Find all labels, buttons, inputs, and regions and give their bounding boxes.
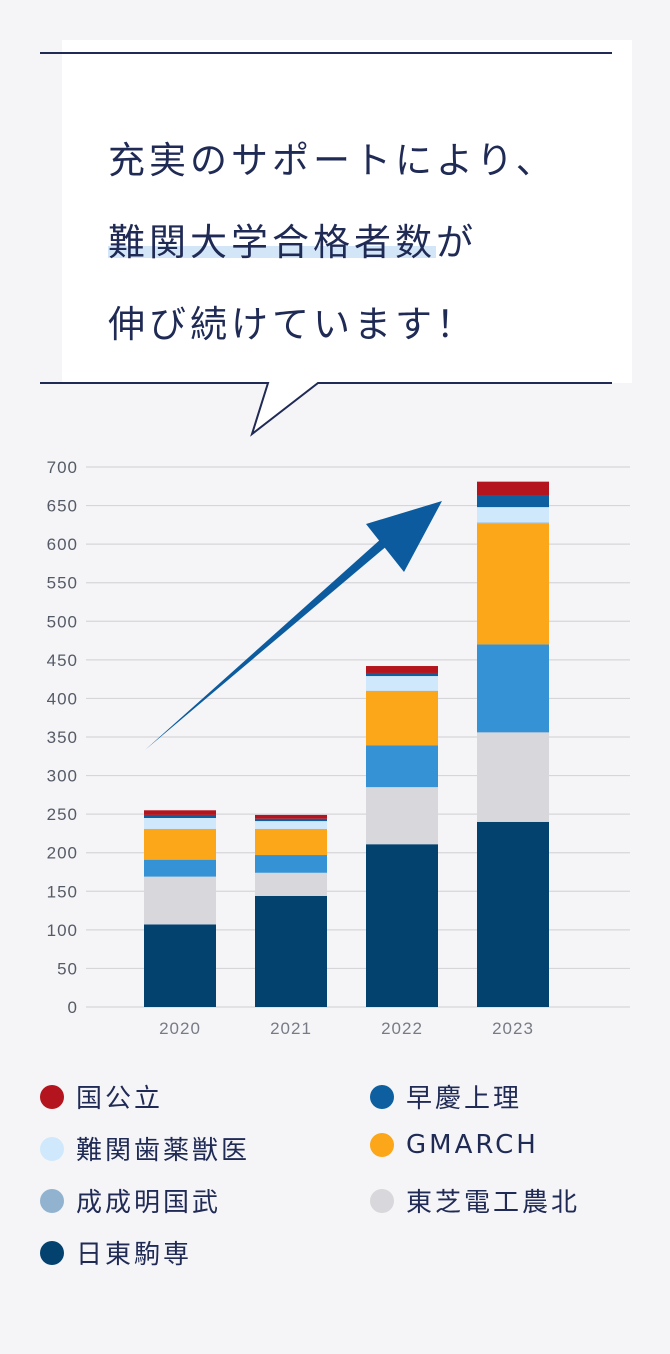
bar-segment xyxy=(144,810,216,815)
bar-segment xyxy=(366,691,438,746)
headline-line-1: 充実のサポートにより、 xyxy=(108,139,557,182)
legend-item: 日東駒専 xyxy=(40,1234,192,1271)
y-tick-label: 700 xyxy=(47,458,78,477)
bar-segment xyxy=(255,818,327,822)
bar-segment xyxy=(477,481,549,496)
y-tick-label: 600 xyxy=(47,535,78,554)
bar-segment xyxy=(255,829,327,856)
legend-label: 難関歯薬獣医 xyxy=(76,1136,251,1166)
y-tick-label: 400 xyxy=(47,689,78,708)
legend-swatch xyxy=(40,1188,64,1213)
y-tick-label: 500 xyxy=(47,612,78,631)
legend-item: 東芝電工農北 xyxy=(370,1182,580,1219)
bar-segment xyxy=(477,495,549,508)
speech-bubble xyxy=(62,40,632,396)
bar-segment xyxy=(477,821,549,1007)
bar-segment xyxy=(477,507,549,523)
bar-segment xyxy=(366,672,438,677)
bar-segment xyxy=(366,844,438,1007)
bar-segment xyxy=(255,814,327,819)
bar-segment xyxy=(366,666,438,673)
legend-item: 難関歯薬獣医 xyxy=(40,1130,250,1167)
x-axis: 2020 2021 2022 2023 xyxy=(159,1019,534,1038)
bar-segment xyxy=(255,821,327,829)
bar-segment xyxy=(366,787,438,845)
legend-swatch xyxy=(40,1240,64,1265)
headline-line-2: 難関大学合格者数が xyxy=(108,202,628,284)
x-tick-label: 2021 xyxy=(270,1019,312,1038)
y-tick-label: 50 xyxy=(57,959,78,978)
bars xyxy=(144,481,549,1007)
y-tick-label: 300 xyxy=(47,767,78,786)
bar-segment xyxy=(255,828,327,830)
bar-segment xyxy=(144,828,216,830)
y-tick-label: 100 xyxy=(47,921,78,940)
bar-segment xyxy=(366,745,438,788)
legend-swatch xyxy=(370,1084,394,1109)
bar-segment xyxy=(366,690,438,692)
bar-segment xyxy=(477,644,549,733)
speech-bubble-frame xyxy=(40,52,632,437)
bar-segment xyxy=(255,895,327,1007)
bar-segment xyxy=(144,924,216,1007)
y-tick-label: 200 xyxy=(47,844,78,863)
bubble-bottom-rule xyxy=(40,382,612,437)
y-tick-label: 450 xyxy=(47,651,78,670)
legend-label: GMARCH xyxy=(406,1130,539,1160)
bar-segment xyxy=(144,818,216,829)
bar-segment xyxy=(144,829,216,860)
legend-item: 成成明国武 xyxy=(40,1182,221,1219)
bar-segment xyxy=(477,732,549,822)
growth-arrow xyxy=(145,501,442,750)
legend-swatch xyxy=(370,1133,394,1157)
x-tick-label: 2022 xyxy=(381,1019,423,1038)
bar-segment xyxy=(477,523,549,645)
bar-segment xyxy=(255,855,327,873)
y-tick-label: 250 xyxy=(47,805,78,824)
legend-item: GMARCH xyxy=(370,1130,539,1160)
bar-segment xyxy=(255,872,327,896)
legend-item: 国公立 xyxy=(40,1078,163,1115)
headline: 充実のサポートにより、 難関大学合格者数が 伸び続けています！ xyxy=(108,120,628,366)
bar-segment xyxy=(366,676,438,691)
stacked-bar-chart: 0 50 100 150 200 250 300 350 400 450 500 550 600 650 7… xyxy=(47,458,630,1038)
y-axis: 0 50 100 150 200 250 300 350 400 450 500 550 600 650 7… xyxy=(47,458,78,1017)
y-tick-label: 650 xyxy=(47,497,78,516)
headline-line-3: 伸び続けています！ xyxy=(108,303,477,346)
bar-segment xyxy=(477,522,549,524)
bar-segment xyxy=(144,859,216,877)
x-tick-label: 2023 xyxy=(492,1019,534,1038)
y-tick-label: 150 xyxy=(47,882,78,901)
y-tick-label: 350 xyxy=(47,728,78,747)
legend-label: 早慶上理 xyxy=(406,1084,523,1114)
bubble-bottom-mask xyxy=(62,383,632,434)
x-tick-label: 2020 xyxy=(159,1019,201,1038)
headline-highlight: 難関大学合格者数 xyxy=(108,221,436,264)
legend-swatch xyxy=(370,1188,394,1213)
bar-segment xyxy=(144,814,216,818)
arrow-head xyxy=(366,501,442,572)
legend-label: 成成明国武 xyxy=(76,1188,222,1218)
bar-segment xyxy=(144,876,216,925)
legend-label: 東芝電工農北 xyxy=(406,1188,581,1218)
legend-label: 国公立 xyxy=(76,1084,164,1114)
y-tick-label: 550 xyxy=(47,574,78,593)
legend-label: 日東駒専 xyxy=(76,1240,193,1270)
y-tick-label: 0 xyxy=(68,998,78,1017)
arrow-shaft xyxy=(145,538,388,750)
legend-swatch xyxy=(40,1136,64,1161)
headline-line-2-rest: が xyxy=(436,221,477,264)
legend-item: 早慶上理 xyxy=(370,1078,522,1115)
legend-swatch xyxy=(40,1084,64,1109)
